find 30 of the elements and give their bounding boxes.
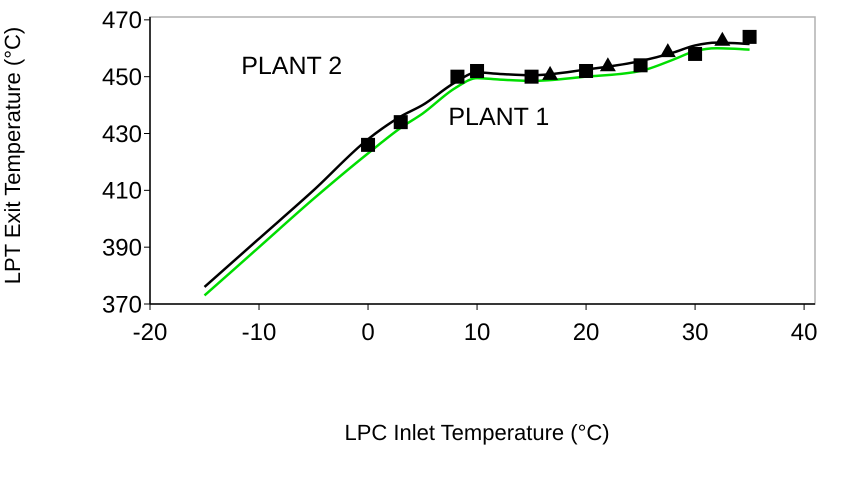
point [579,64,594,78]
y-tick-label: 470 [102,7,142,34]
point [394,115,408,130]
point [600,57,616,72]
x-tick-label: 0 [361,319,375,346]
point [634,58,648,72]
x-tick-label: 40 [790,319,818,346]
x-tick-label: 10 [464,319,490,346]
point [470,64,484,78]
y-tick-label: 410 [102,178,142,205]
y-tick-label: 390 [102,234,142,262]
point [714,32,730,46]
point [450,70,464,84]
x-axis-title: LPC Inlet Temperature (°C) [344,420,610,445]
x-tick-label: 20 [572,319,600,346]
x-tick-label: 30 [682,319,708,346]
point [688,46,702,61]
point [660,43,676,58]
y-tick-label: 430 [102,120,142,148]
x-tick-label: -10 [242,319,276,346]
point [361,138,376,152]
y-axis-title: LPT Exit Temperature (°C) [0,26,25,284]
text: PLANT 2 [241,52,342,80]
point [524,70,539,84]
x-tick-label: -20 [132,319,168,346]
y-tick-label: 450 [102,64,142,92]
series-label: PLANT 1 [448,102,550,131]
point [542,66,558,80]
y-tick-label: 370 [102,291,142,318]
point [742,30,757,44]
